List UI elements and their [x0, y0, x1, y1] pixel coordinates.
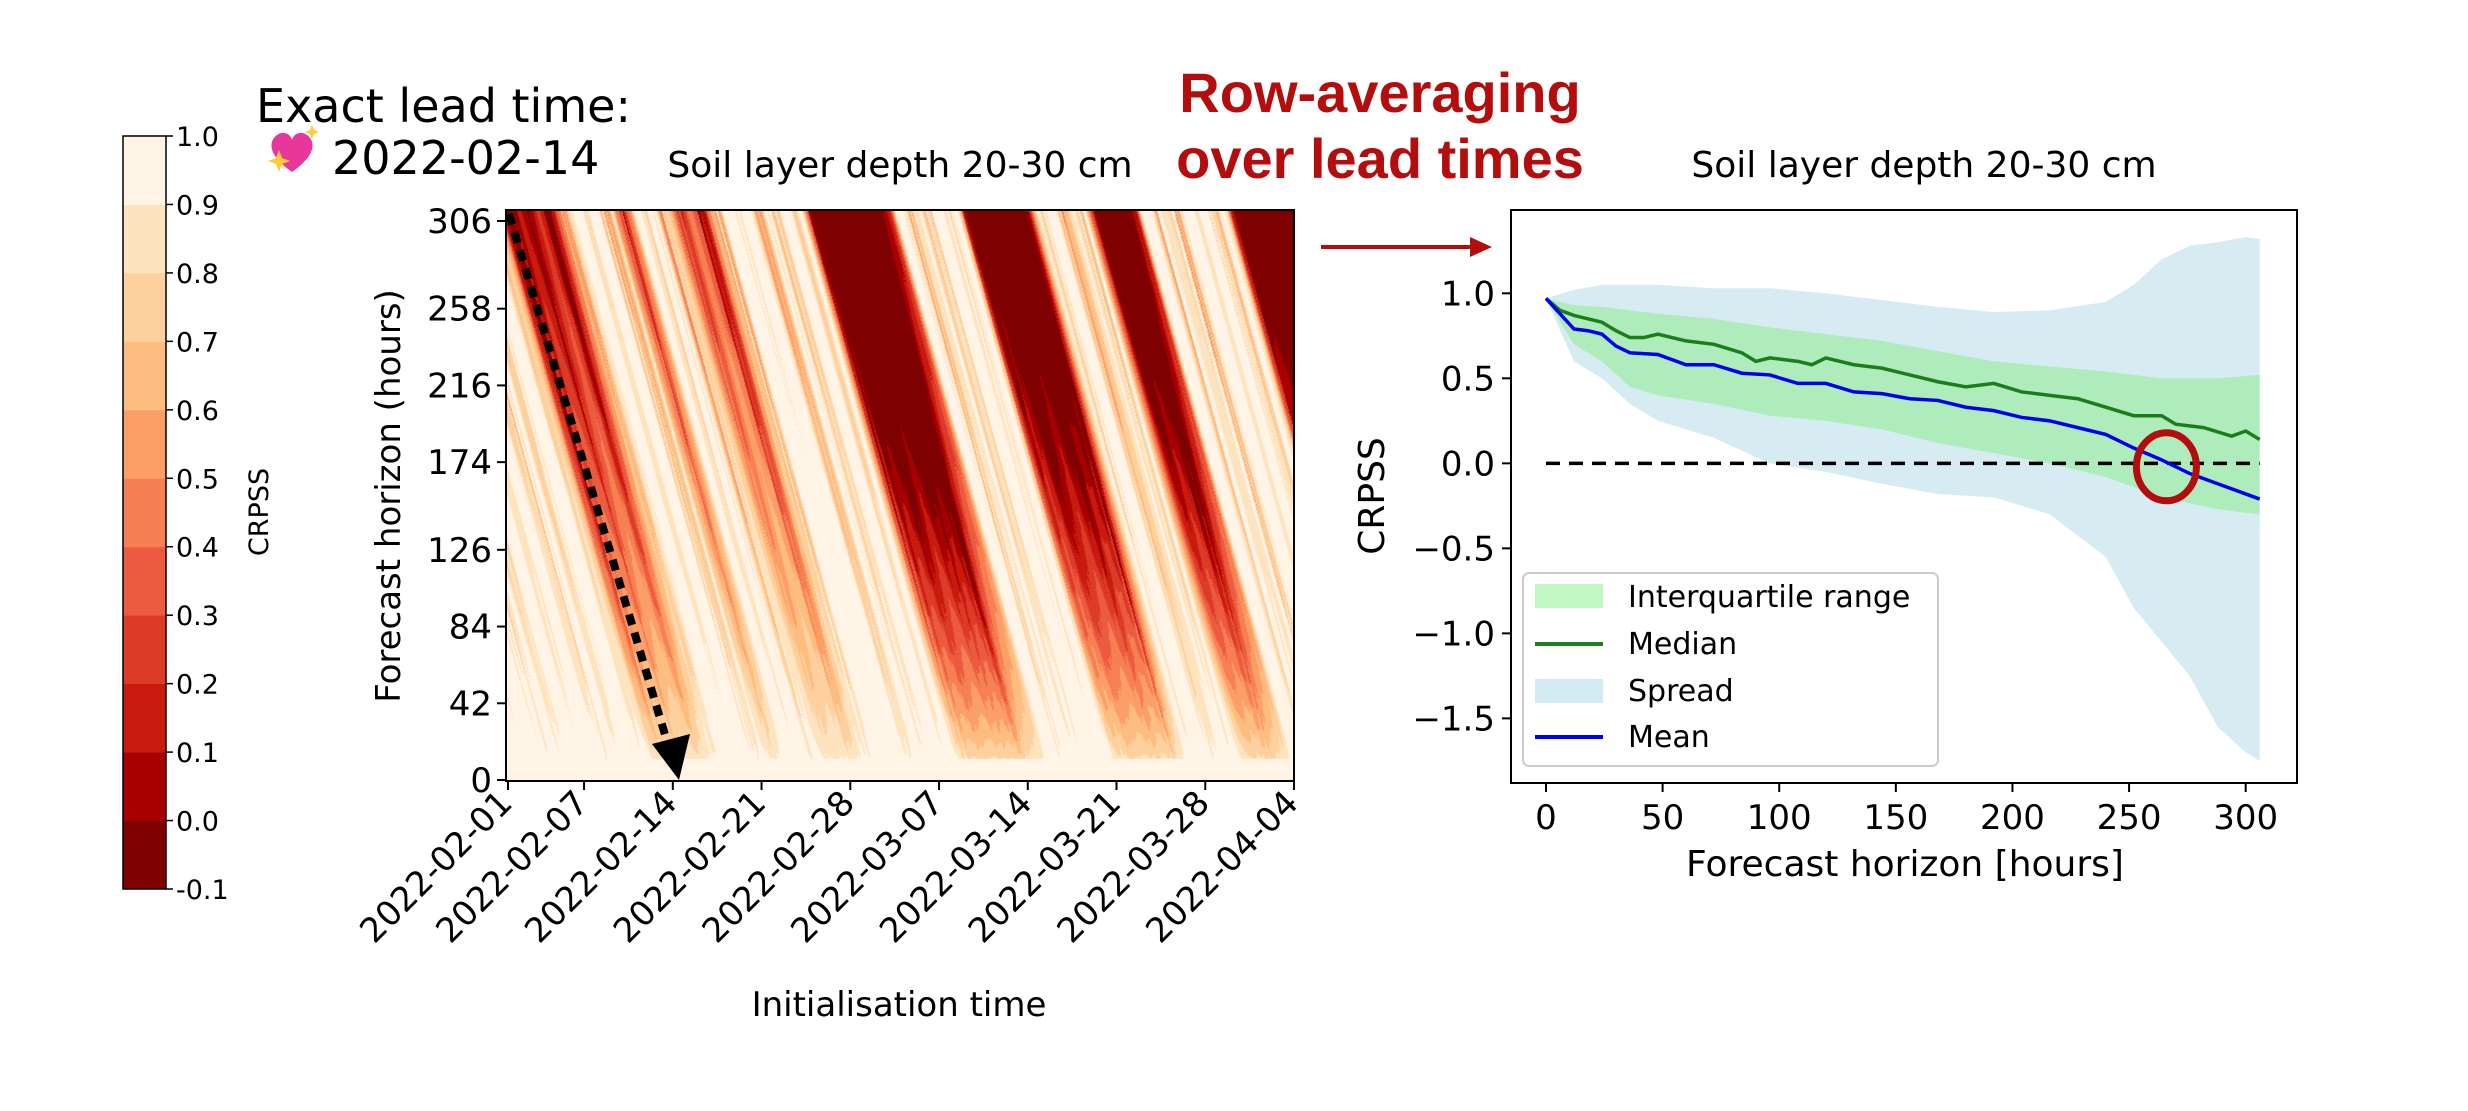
- y-tick-label: −1.5: [1412, 699, 1495, 739]
- line-chart-frame: [1510, 209, 2298, 784]
- x-tick-label: 200: [1980, 798, 2045, 838]
- heatmap-xlabel: Initialisation time: [752, 985, 1047, 1025]
- legend-label-mean: Mean: [1628, 720, 1710, 755]
- legend-box: [1522, 572, 1939, 767]
- y-tick-label: 174: [427, 443, 492, 483]
- colorbar-tick-label: 0.5: [176, 464, 219, 495]
- line-chart-xlabel: Forecast horizon [hours]: [1686, 844, 2124, 885]
- colorbar-tick-label: 1.0: [176, 122, 219, 153]
- interquartile-band: [1545, 298, 2260, 515]
- legend: Interquartile range Median Spread Mean: [1522, 572, 1939, 767]
- colorbar-tick-label: 0.2: [176, 670, 219, 701]
- colorbar-tick-label: 0.7: [176, 327, 219, 358]
- colorbar-bin: [123, 136, 166, 205]
- colorbar-bin: [123, 478, 166, 548]
- colorbar-tick-label: 0.9: [176, 190, 219, 221]
- line-chart-ylabel: CRPSS: [1352, 437, 1393, 555]
- colorbar-bin: [123, 341, 166, 411]
- y-tick-label: 126: [427, 531, 492, 571]
- x-tick-label: 250: [2097, 798, 2162, 838]
- colorbar-tick-label: 0.3: [176, 601, 219, 632]
- colorbar-bin: [123, 272, 166, 342]
- red-arrow-icon: [1321, 237, 1492, 257]
- colorbar-bin: [123, 409, 166, 479]
- colorbar-bin: [123, 546, 166, 616]
- heatmap-title: Soil layer depth 20-30 cm: [667, 145, 1132, 186]
- y-tick-label: 84: [449, 608, 492, 648]
- y-tick-label: 42: [449, 684, 492, 724]
- y-tick-label: 0.5: [1441, 359, 1495, 399]
- crpss-heatmap: [506, 210, 1294, 781]
- median-line: [1544, 297, 2261, 442]
- legend-label-spread: Spread: [1628, 674, 1734, 709]
- colorbar-bin: [123, 820, 166, 890]
- row-averaging-line1: Row-averaging: [1179, 61, 1580, 124]
- colorbar-tick-label: 0.1: [176, 738, 219, 769]
- x-tick-label: 50: [1641, 798, 1684, 838]
- legend-swatch-spread: [1535, 679, 1603, 703]
- colorbar-tick-label: 0.6: [176, 396, 219, 427]
- colorbar-bin: [123, 204, 166, 274]
- y-tick-label: 216: [427, 366, 492, 406]
- y-tick-label: 0.0: [1441, 444, 1495, 484]
- y-tick-label: 0: [470, 761, 492, 801]
- colorbar-bin: [123, 683, 166, 753]
- colorbar-bin: [123, 752, 166, 822]
- colorbar-frame: [122, 135, 167, 890]
- heatmap-frame: [505, 209, 1295, 782]
- y-tick-label: 306: [427, 202, 492, 242]
- colorbar-tick-label: 0.0: [176, 807, 219, 838]
- colorbar-bin: [123, 615, 166, 685]
- colorbar-tick-label: -0.1: [176, 875, 229, 906]
- highlight-circle: [2132, 429, 2200, 505]
- line-chart-title: Soil layer depth 20-30 cm: [1691, 145, 2156, 186]
- y-tick-label: −1.0: [1412, 614, 1495, 654]
- colorbar-tick-label: 0.8: [176, 259, 219, 290]
- x-tick-label: 100: [1747, 798, 1812, 838]
- x-tick-label: 300: [2213, 798, 2278, 838]
- sparkling-heart-icon: [268, 125, 319, 172]
- heatmap-ylabel: Forecast horizon (hours): [369, 289, 409, 703]
- legend-label-median: Median: [1628, 627, 1737, 662]
- y-tick-label: 258: [427, 290, 492, 330]
- legend-label-iqr: Interquartile range: [1628, 580, 1910, 615]
- legend-swatch-iqr: [1535, 584, 1603, 608]
- y-tick-label: 1.0: [1441, 274, 1495, 314]
- colorbar-tick-label: 0.4: [176, 533, 219, 564]
- colorbar-label: CRPSS: [244, 468, 275, 556]
- lead-time-date: 2022-02-14: [332, 131, 599, 185]
- x-tick-label: 150: [1863, 798, 1928, 838]
- lead-time-label: Exact lead time:: [256, 79, 631, 133]
- dotted-arrow-icon: [505, 212, 690, 780]
- row-averaging-line2: over lead times: [1176, 127, 1584, 190]
- y-tick-label: −0.5: [1412, 529, 1495, 569]
- x-tick-label: 0: [1535, 798, 1557, 838]
